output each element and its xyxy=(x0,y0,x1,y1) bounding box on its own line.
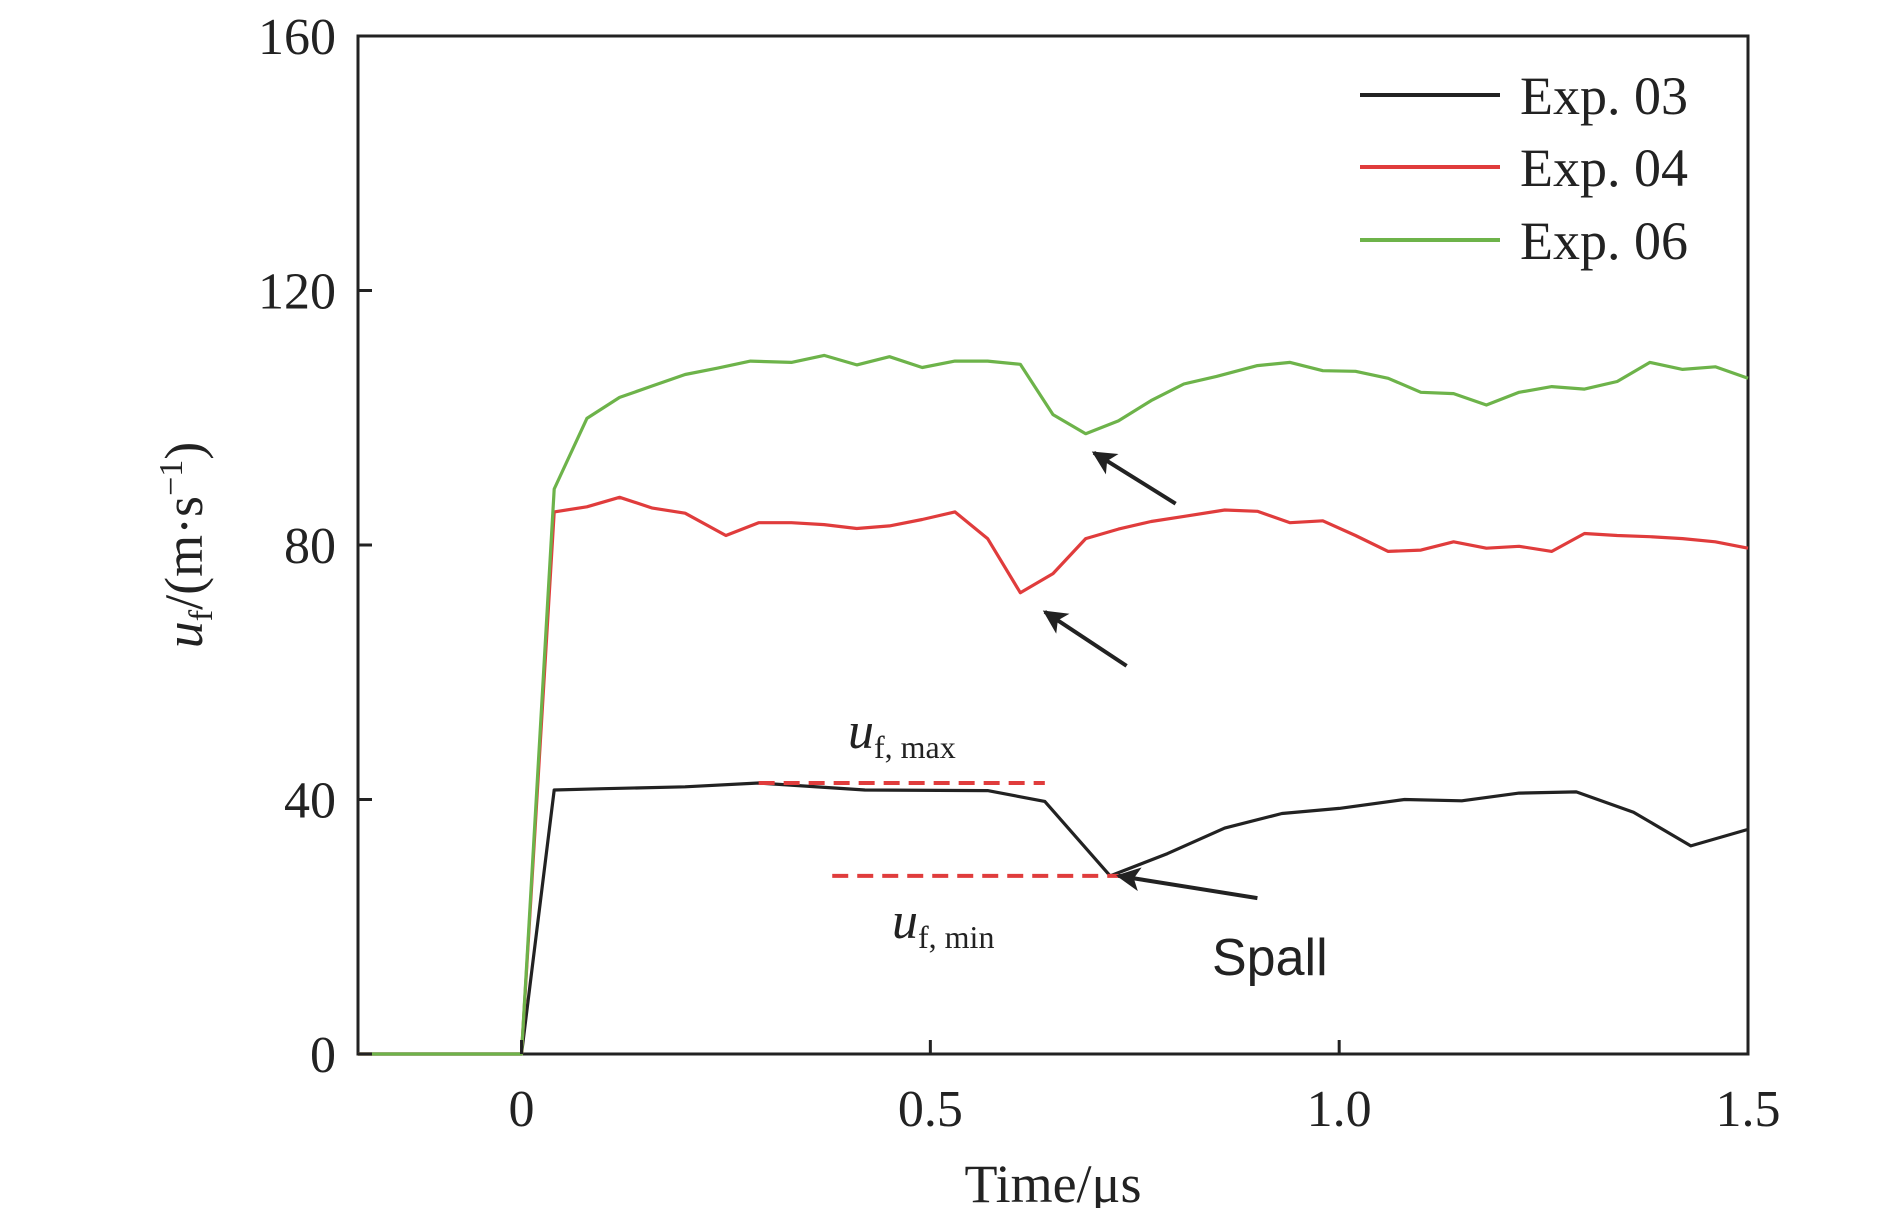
y-tick-label: 160 xyxy=(258,9,336,66)
annotation-arrow xyxy=(1042,610,1128,668)
y-tick-label: 80 xyxy=(284,518,336,575)
series-line-exp-04 xyxy=(358,495,1749,1056)
x-tick-label: 1.0 xyxy=(1307,1081,1372,1138)
series-layer xyxy=(358,353,1749,1056)
series-line-exp-03 xyxy=(358,781,1749,1056)
annotation-arrow xyxy=(1091,451,1177,506)
x-tick-label: 0.5 xyxy=(898,1081,963,1138)
x-tick-label: 1.5 xyxy=(1716,1081,1781,1138)
y-axis-title-subscript: f xyxy=(183,609,220,621)
x-tick-label: 0 xyxy=(509,1081,535,1138)
y-axis-title: uf/(m·s−1) xyxy=(153,442,220,649)
x-axis-title: Time/μs xyxy=(964,1154,1141,1208)
legend-label-exp04: Exp. 04 xyxy=(1520,138,1688,198)
series-line-exp-06 xyxy=(358,353,1749,1056)
y-axis-title-symbol: u xyxy=(154,621,214,648)
y-axis-title-unit: /(m·s xyxy=(154,496,214,610)
y-axis-title-exponent: −1 xyxy=(153,460,190,496)
y-tick-label: 40 xyxy=(284,773,336,830)
y-tick-label: 0 xyxy=(310,1027,336,1084)
uf-max-symbol: u xyxy=(848,703,874,760)
uf-max-label: uf, max xyxy=(848,703,956,765)
y-axis-title-unit-close: ) xyxy=(154,442,214,460)
y-tick-label: 120 xyxy=(258,264,336,321)
legend: Exp. 03 Exp. 04 Exp. 06 xyxy=(1360,66,1688,271)
uf-min-symbol: u xyxy=(892,893,918,950)
annotation-arrow xyxy=(1116,867,1258,901)
uf-min-subscript: f, min xyxy=(918,919,994,955)
annotation-layer xyxy=(758,451,1258,901)
legend-label-exp06: Exp. 06 xyxy=(1520,211,1688,271)
spall-label: Spall xyxy=(1212,929,1328,987)
legend-label-exp03: Exp. 03 xyxy=(1520,66,1688,126)
uf-max-subscript: f, max xyxy=(874,729,956,765)
uf-min-label: uf, min xyxy=(892,893,994,955)
tick-layer xyxy=(358,34,1750,1056)
